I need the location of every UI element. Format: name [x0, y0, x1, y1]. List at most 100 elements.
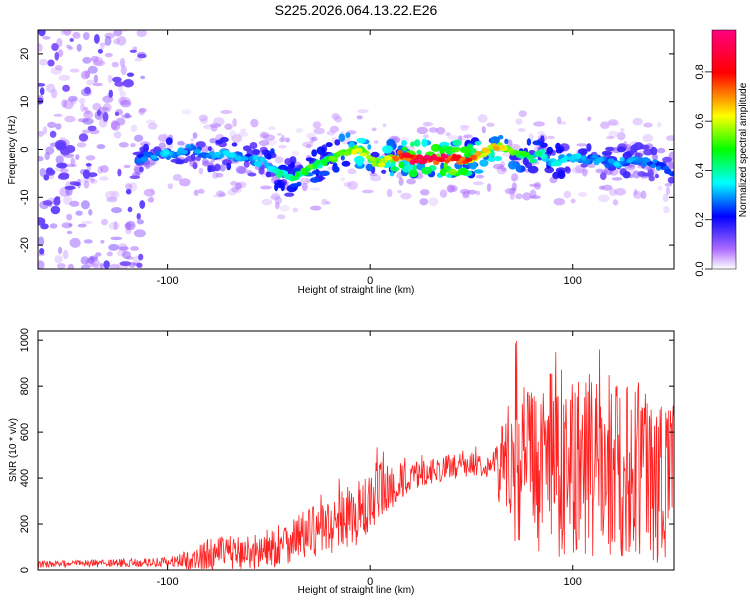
- spectrogram-cell: [198, 167, 204, 175]
- figure-title: S225.2026.064.13.22.E26: [275, 2, 438, 18]
- spectrogram-cell: [260, 132, 270, 139]
- spectrogram-cell: [398, 137, 410, 142]
- spectrogram-cell: [98, 106, 110, 111]
- colorbar-ticks: 0.0 0.2 0.4 0.6 0.8: [694, 64, 712, 277]
- spectrogram-cell: [556, 116, 562, 124]
- spectrogram-cell: [219, 164, 226, 172]
- spectrogram-cell: [228, 152, 236, 158]
- spectrogram-cell: [67, 95, 78, 102]
- spectrogram-cell: [124, 112, 131, 119]
- spectrogram-cell: [270, 148, 275, 155]
- spectrogram-cell: [319, 170, 330, 176]
- spectrogram-cell: [55, 141, 67, 151]
- spectrogram-cell: [626, 158, 633, 164]
- spectrogram-cell: [347, 168, 357, 175]
- spectrogram-cell: [553, 198, 566, 206]
- colorbar-label: Normalized spectral amplitude: [738, 82, 749, 217]
- spectrogram-cell: [460, 125, 469, 132]
- spectrogram-cell: [69, 38, 74, 42]
- spectrogram-cell: [87, 172, 98, 178]
- spectrogram-cell: [370, 174, 382, 182]
- spectrogram-cell: [316, 146, 326, 155]
- spectrogram-cell: [507, 148, 514, 154]
- spectrogram-cell: [67, 46, 73, 50]
- spectrogram-cell: [370, 151, 380, 158]
- spectrogram-cell: [87, 125, 97, 132]
- spectrogram-cell: [577, 192, 588, 197]
- spectrogram-cell: [136, 213, 141, 220]
- spectrogram-cell: [94, 34, 100, 44]
- spectrogram-cell: [125, 183, 133, 190]
- colorbar-tick-label: 0.4: [694, 163, 706, 178]
- spectrogram-cell: [119, 57, 126, 68]
- spectrogram-cell: [90, 55, 99, 63]
- spectrogram-cell: [393, 156, 400, 162]
- spectrogram-cell: [385, 156, 393, 161]
- spectrogram-cell: [147, 197, 155, 203]
- spectrogram-cell: [209, 123, 222, 128]
- spectrogram-cell: [416, 154, 424, 160]
- spectrogram-cell: [130, 143, 136, 148]
- spectrogram-cell: [242, 145, 252, 152]
- spectrogram-cell: [268, 126, 276, 130]
- spectrogram-cell: [419, 159, 428, 164]
- spectrogram-cell: [181, 109, 192, 115]
- spectrogram-cell: [311, 170, 322, 175]
- spectrogram-cell: [126, 72, 135, 77]
- spectrogram-cell: [274, 196, 282, 205]
- snr-x-tick-label: 100: [564, 576, 582, 588]
- spectrogram-cell: [258, 140, 270, 146]
- spectrogram-cell: [632, 117, 643, 126]
- spectrogram-cell: [261, 198, 273, 206]
- spectrogram-cell: [310, 205, 322, 211]
- spectrogram-cell: [642, 134, 654, 142]
- spectrogram-cell: [306, 143, 312, 149]
- spectrogram-cell: [398, 177, 404, 186]
- spectrogram-cell: [122, 250, 131, 259]
- spectrogram-cell: [431, 153, 437, 160]
- spectrogram-cell: [112, 76, 122, 83]
- snr-x-tick-label: 0: [367, 576, 373, 588]
- spectrogram-cell: [49, 223, 58, 229]
- spectrogram-cell: [125, 188, 132, 195]
- spectrogram-cell: [143, 143, 149, 153]
- spectrogram-cell: [472, 181, 484, 186]
- spectrogram-cell: [469, 161, 478, 170]
- spectrogram-cell: [486, 183, 492, 192]
- snr-series-line: [38, 340, 674, 570]
- spectrogram-cell: [526, 138, 532, 146]
- spectrogram-cell: [310, 177, 320, 183]
- spectrogram-cell: [80, 70, 90, 80]
- spectrogram-cell: [633, 189, 638, 196]
- spectrogram-cell: [177, 141, 185, 146]
- snr-y-tick-label: 400: [19, 469, 31, 487]
- spectrogram-cell: [150, 155, 157, 160]
- spectrogram-cell: [289, 156, 297, 165]
- spectrogram-cell: [80, 256, 90, 265]
- snr-y-tick-label: 800: [19, 377, 31, 395]
- spectrogram-cell: [63, 30, 72, 36]
- spectrogram-cell: [69, 68, 80, 73]
- spectrogram-cell: [64, 185, 76, 190]
- spectrogram-cell: [666, 135, 674, 141]
- spectrogram-cell: [481, 147, 490, 153]
- spectrogram-cell: [630, 144, 638, 153]
- spectrogram-cell: [652, 159, 658, 164]
- spectrogram-cell: [117, 168, 122, 177]
- spectrogram-cell: [231, 142, 238, 147]
- spectrogram-cell: [43, 174, 50, 181]
- spectrogram-cell: [51, 88, 58, 99]
- spectrogram-cell: [529, 195, 541, 200]
- spectrogram-cell: [473, 169, 484, 174]
- spectrogram-cell: [99, 263, 104, 269]
- spectrogram-cell: [250, 118, 259, 128]
- spectrogram-cell: [576, 143, 588, 147]
- spectrogram-cell: [58, 74, 71, 81]
- spectrogram-cell: [340, 176, 346, 182]
- spectrogram-cell: [596, 157, 604, 163]
- spectrogram-cell: [582, 168, 588, 177]
